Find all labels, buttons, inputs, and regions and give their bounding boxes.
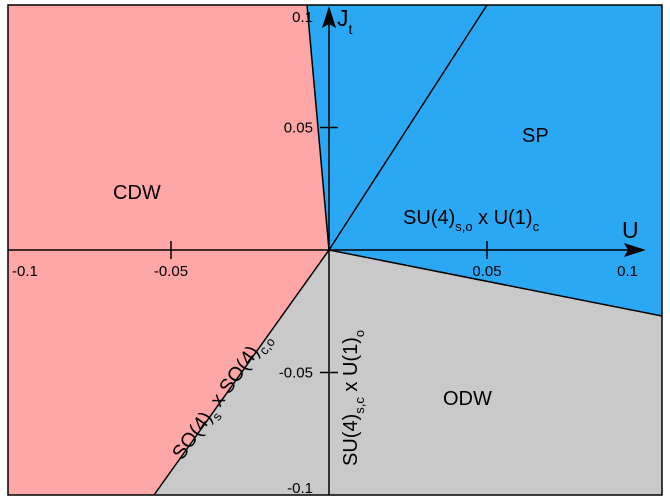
region-odw [154,250,662,495]
x-tick-label: -0.05 [154,263,188,280]
y-tick-label: -0.05 [279,365,313,382]
boundary-line-cdw-sp [306,4,330,251]
x-tick-label: 0.1 [617,263,638,280]
x-tick-label: -0.1 [12,263,38,280]
y-axis-label-sub: t [349,21,353,37]
boundary-label-sp-odw: SU(4)s,o x U(1)c [403,207,540,234]
boundary-sp-odw-sub: s,o [455,219,472,234]
boundary-sp-odw-suffix: x U(1) [473,207,533,229]
boundary-odw-vertical-main: SU(4) [340,414,362,466]
x-axis-label: U [622,217,639,243]
y-axis-label-main: J [337,5,349,31]
region-label-odw: ODW [443,388,492,410]
boundary-odw-vertical-suffix: x U(1) [340,337,362,397]
boundary-odw-vertical-sub: s,c [352,397,367,414]
x-tick-label: 0.05 [472,263,501,280]
region-label-cdw: CDW [113,182,161,204]
y-axis-label: Jt [337,5,353,37]
y-tick-label: 0.1 [292,9,313,26]
axis-ticks: -0.1 -0.05 0.05 0.1 0.1 0.05 -0.05 -0.1 [12,9,638,497]
boundary-odw-vertical-suffix-sub: o [352,330,367,337]
plot-frame [7,4,663,496]
boundary-sp-odw-suffix-sub: c [533,219,540,234]
y-axis-arrow [322,6,336,28]
y-tick-label: 0.05 [284,120,313,137]
boundary-line-sp-odw [328,249,663,317]
x-axis-arrow [624,243,646,257]
y-tick-label: -0.1 [287,480,313,497]
boundary-line-sp-inner [328,4,488,251]
region-label-sp: SP [522,125,549,147]
boundary-line-cdw-odw [153,249,330,496]
boundary-sp-odw-main: SU(4) [403,207,455,229]
region-sp [307,5,662,316]
boundary-label-odw-vertical: SU(4)s,c x U(1)o [340,330,367,466]
